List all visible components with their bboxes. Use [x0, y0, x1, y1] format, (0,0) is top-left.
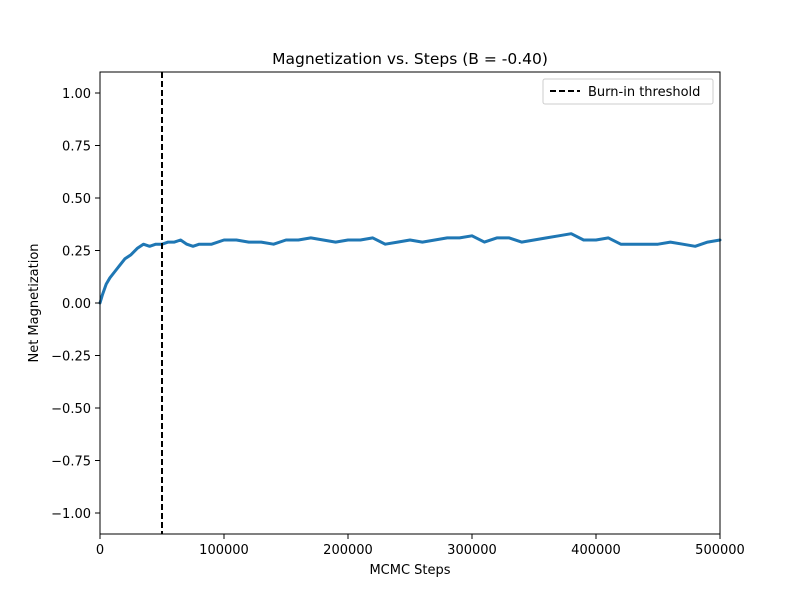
legend: Burn-in threshold: [542, 78, 714, 105]
y-tick-label: 0.75: [62, 140, 91, 155]
series-line-0: [98, 232, 722, 305]
y-tick-label: 0.00: [62, 297, 91, 312]
y-tick-label: −1.00: [51, 507, 91, 522]
y-tick-label: 1.00: [62, 87, 91, 102]
axes: 0 100000 200000 300000 400000 500000 −1.00 −0.7…: [51, 71, 745, 558]
y-tick-label: 0.25: [62, 245, 91, 260]
y-tick-label: 0.50: [62, 192, 91, 207]
x-tick-label: 400000: [571, 543, 621, 558]
legend-box: [542, 78, 714, 105]
x-tick-label: 0: [96, 543, 104, 558]
y-tick-label: −0.75: [51, 455, 91, 470]
chart-title: Magnetization vs. Steps (B = -0.40): [272, 50, 548, 68]
x-tick-label: 100000: [199, 543, 249, 558]
x-tick-label: 500000: [695, 543, 745, 558]
plot-area: [98, 72, 722, 534]
legend-threshold-label: Burn-in threshold: [588, 85, 700, 100]
y-tick-label: −0.50: [51, 402, 91, 417]
y-axis-title: Net Magnetization: [27, 243, 42, 362]
y-tick-label: −0.25: [51, 350, 91, 365]
x-axis-title: MCMC Steps: [369, 563, 450, 578]
x-tick-label: 300000: [447, 543, 497, 558]
x-tick-label: 200000: [323, 543, 373, 558]
